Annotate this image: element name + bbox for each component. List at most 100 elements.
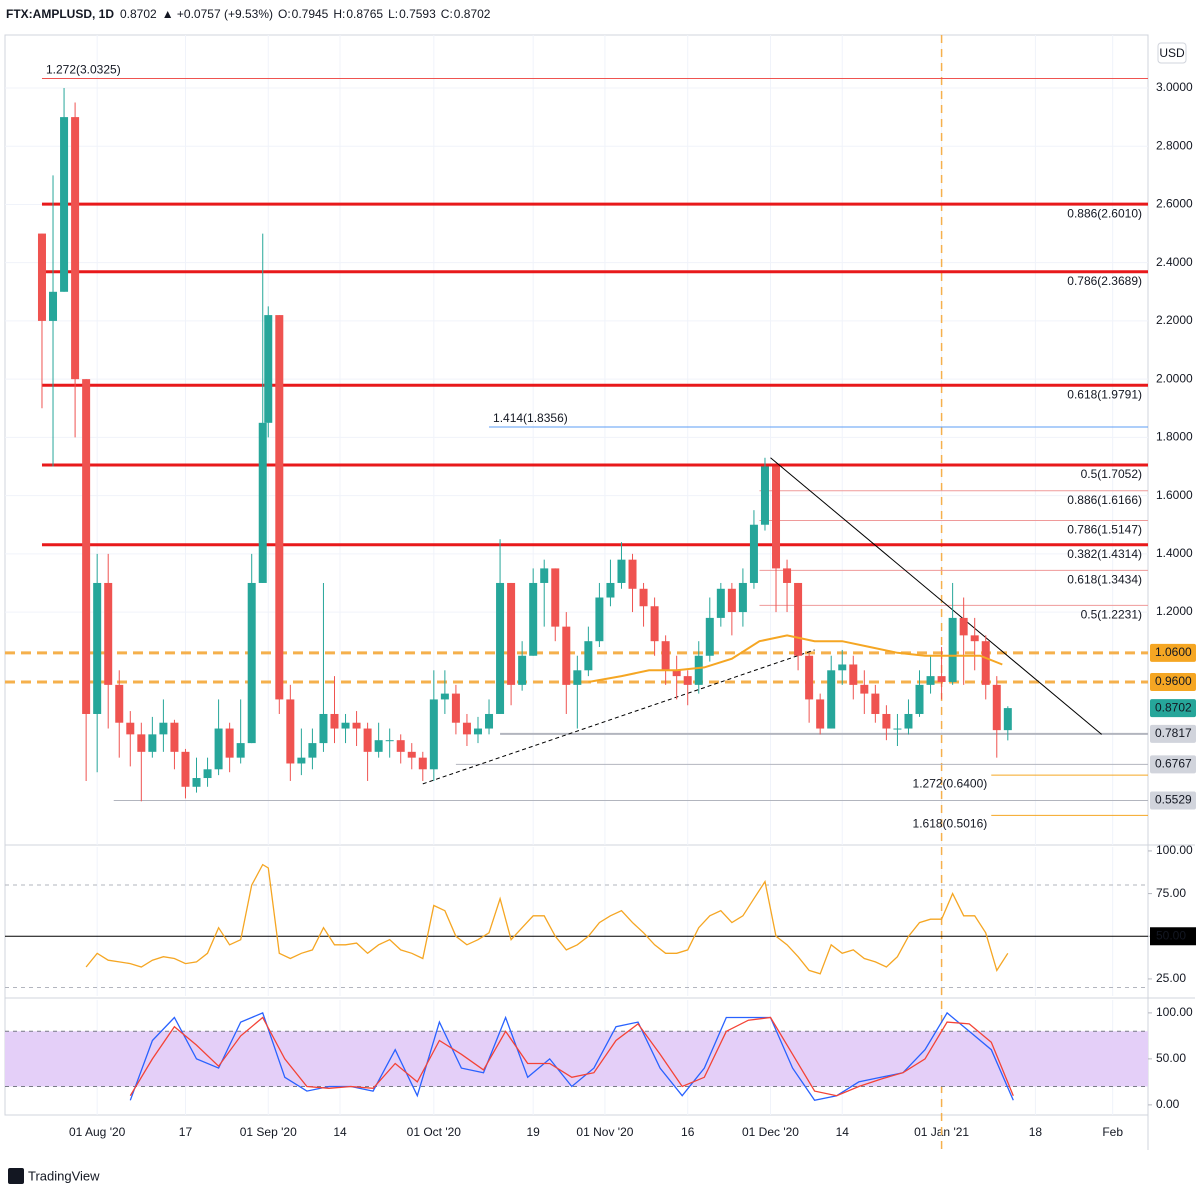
candle-body <box>738 582 747 613</box>
candle-body <box>948 617 957 682</box>
level-label: 1.414(1.8356) <box>493 411 568 425</box>
indicator-line <box>85 863 1009 975</box>
y-tick-label: 1.8000 <box>1156 430 1193 444</box>
candle-body <box>308 743 317 758</box>
candle-body <box>617 559 626 583</box>
candle-body <box>727 588 736 613</box>
unit-label: USD <box>1159 46 1185 60</box>
price-tag-label: 0.5529 <box>1155 793 1192 807</box>
level-label: 0.786(1.5147) <box>1067 523 1142 537</box>
price-tag-label: 0.6767 <box>1155 757 1192 771</box>
candle-body <box>816 699 825 729</box>
candle-body <box>551 568 560 627</box>
candle-body <box>192 778 201 787</box>
candle-body <box>396 740 405 752</box>
unit-box[interactable] <box>1157 42 1187 64</box>
candle-body <box>606 582 615 598</box>
price-tag-label: 0.8702 <box>1155 700 1192 714</box>
y-tick-label: 2.4000 <box>1156 255 1193 269</box>
candle-body <box>286 699 295 764</box>
candle-body <box>970 635 979 642</box>
candle-body <box>650 606 659 642</box>
candle-body <box>584 641 593 671</box>
ohlc-value: 0.7945 <box>292 7 329 21</box>
x-tick-label: 14 <box>836 1125 850 1139</box>
price-tag <box>1150 643 1196 662</box>
y-tick-label: 2.2000 <box>1156 313 1193 327</box>
candle-body <box>374 740 383 752</box>
x-tick-label: Feb <box>1102 1125 1123 1139</box>
candle-body <box>1003 708 1012 731</box>
candle-body <box>473 728 482 735</box>
level-label: 0.618(1.3434) <box>1067 572 1142 586</box>
candle-body <box>496 582 505 714</box>
candle-body <box>716 588 725 618</box>
level-label: 0.886(1.6166) <box>1067 493 1142 507</box>
moving-average <box>588 634 1003 683</box>
y-tick-label: 1.4000 <box>1156 546 1193 560</box>
x-tick-label: 01 Nov '20 <box>576 1125 633 1139</box>
candle-body <box>860 684 869 694</box>
y-tick-label: 75.00 <box>1156 886 1186 900</box>
candle-body <box>485 713 494 729</box>
candle-body <box>159 722 168 735</box>
candle-body <box>407 751 416 758</box>
candle-body <box>915 684 924 714</box>
candle-body <box>959 617 968 636</box>
y-tick-label: 50.00 <box>1156 928 1186 942</box>
candle-body <box>352 722 361 729</box>
candle-body <box>214 728 223 770</box>
candle-body <box>992 684 1001 731</box>
y-tick-label: 2.0000 <box>1156 371 1193 385</box>
candle-body <box>297 757 306 764</box>
candle-body <box>385 740 394 742</box>
brand-icon <box>8 1168 24 1184</box>
candle-body <box>805 655 814 700</box>
candle-body <box>71 117 80 380</box>
candle-body <box>794 582 803 656</box>
candle-body <box>783 568 792 583</box>
ohlc-value: 0.8702 <box>454 7 491 21</box>
candle-body <box>926 676 935 685</box>
candle-body <box>418 757 427 770</box>
price-tag-label: 1.0600 <box>1155 645 1192 659</box>
candle-body <box>904 713 913 729</box>
price-tag-label: 0.9600 <box>1155 674 1192 688</box>
candle-body <box>275 315 284 700</box>
candle-body <box>203 769 212 779</box>
candle-body <box>330 713 339 729</box>
candle-body <box>170 722 179 752</box>
y-tick-label: 1.6000 <box>1156 488 1193 502</box>
brand: TradingView <box>8 1168 100 1184</box>
candle-body <box>893 728 902 730</box>
x-tick-label: 01 Aug '20 <box>69 1125 126 1139</box>
price-tag <box>1150 724 1196 743</box>
x-tick-label: 01 Dec '20 <box>742 1125 799 1139</box>
indicator-line <box>129 1011 1014 1102</box>
candle-body <box>126 722 135 735</box>
candle-body <box>37 233 46 321</box>
y-tick-label: 2.6000 <box>1156 197 1193 211</box>
y-tick-label: 25.00 <box>1156 971 1186 985</box>
candle-body <box>319 713 328 744</box>
x-tick-label: 19 <box>526 1125 540 1139</box>
candle-body <box>849 664 858 685</box>
ohlc-key: C: <box>441 7 453 21</box>
candle-body <box>104 582 113 685</box>
price-tag <box>1150 791 1196 810</box>
candle-body <box>661 641 670 671</box>
price-tag <box>1150 699 1196 718</box>
candle-body <box>82 379 91 714</box>
candle-body <box>258 422 267 583</box>
candle-body <box>264 315 273 423</box>
candle-body <box>341 722 350 729</box>
candle-body <box>363 728 372 752</box>
candle-body <box>694 655 703 685</box>
candle-body <box>562 626 571 685</box>
indicator-line <box>129 1016 1014 1097</box>
level-label: 0.382(1.4314) <box>1067 547 1142 561</box>
candle-body <box>60 117 69 292</box>
candle-body <box>49 291 58 321</box>
x-tick-label: 01 Oct '20 <box>407 1125 462 1139</box>
